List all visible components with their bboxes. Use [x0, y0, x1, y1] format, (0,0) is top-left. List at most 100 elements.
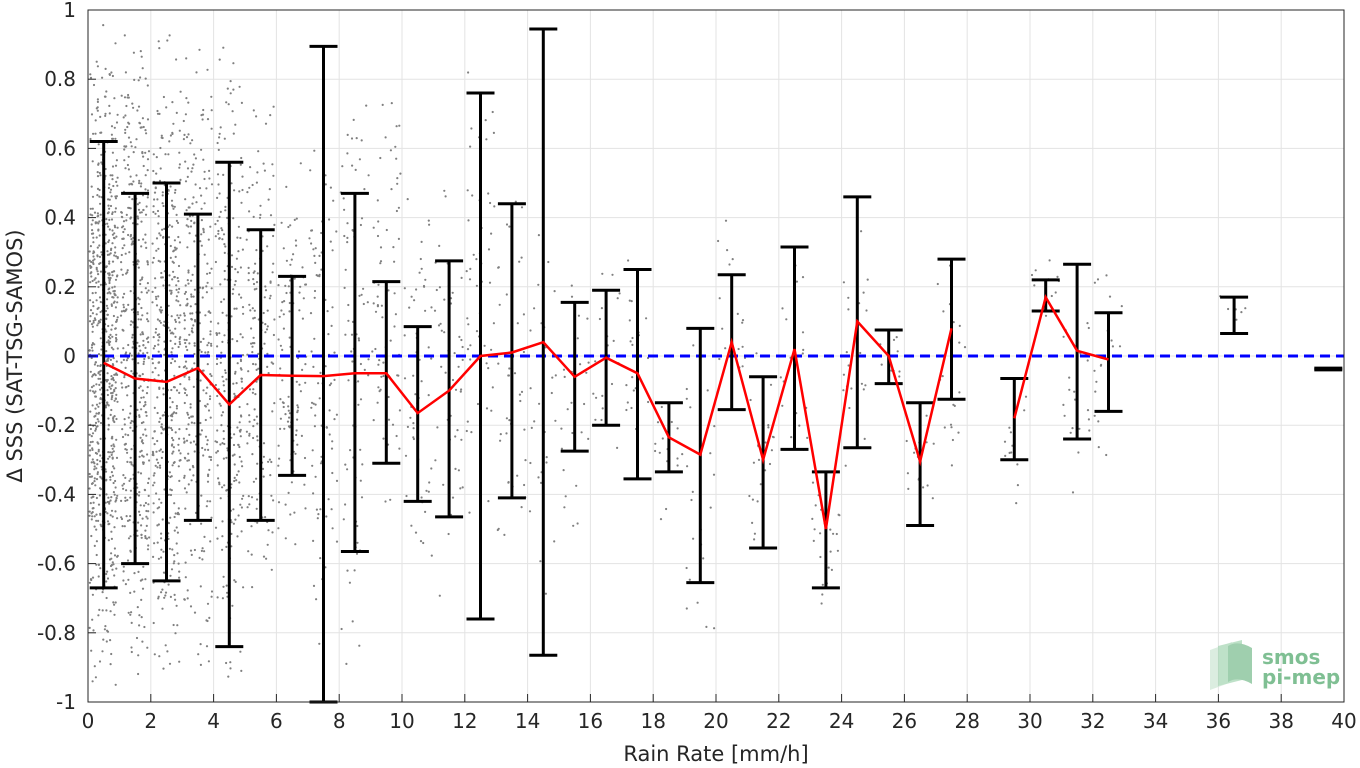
scatter-point — [158, 47, 161, 50]
scatter-point — [178, 365, 181, 368]
scatter-point — [152, 454, 155, 457]
scatter-point — [847, 364, 850, 367]
scatter-point — [131, 336, 134, 339]
scatter-point — [162, 667, 165, 670]
scatter-point — [91, 482, 94, 485]
scatter-point — [92, 83, 96, 87]
scatter-point — [184, 180, 188, 183]
scatter-point — [396, 177, 399, 180]
scatter-point — [218, 136, 221, 139]
scatter-point — [137, 266, 140, 269]
scatter-point — [192, 295, 195, 298]
scatter-point — [497, 527, 500, 530]
scatter-point — [257, 367, 260, 370]
scatter-point — [167, 493, 170, 496]
scatter-point — [221, 442, 224, 445]
scatter-point — [685, 607, 688, 610]
scatter-point — [234, 280, 237, 283]
scatter-point — [127, 384, 130, 388]
scatter-point — [204, 418, 207, 422]
scatter-point — [241, 354, 245, 357]
scatter-point — [170, 289, 173, 292]
scatter-point — [378, 359, 381, 362]
scatter-point — [199, 421, 202, 425]
scatter-point — [289, 224, 292, 227]
scatter-point — [318, 254, 321, 257]
scatter-point — [145, 205, 148, 208]
scatter-point — [116, 274, 119, 277]
scatter-point — [161, 191, 164, 194]
scatter-point — [145, 414, 148, 417]
scatter-point — [379, 246, 383, 249]
scatter-point — [811, 517, 814, 521]
scatter-point — [111, 377, 114, 380]
scatter-point — [226, 216, 229, 219]
scatter-point — [116, 176, 119, 179]
scatter-point — [106, 403, 109, 406]
scatter-point — [124, 496, 127, 499]
scatter-point — [108, 183, 111, 186]
scatter-point — [99, 397, 102, 400]
scatter-point — [151, 371, 154, 374]
scatter-point — [97, 273, 100, 276]
scatter-point — [114, 683, 117, 686]
scatter-point — [99, 131, 102, 134]
scatter-point — [147, 544, 150, 547]
scatter-point — [106, 512, 109, 515]
scatter-point — [391, 423, 395, 426]
scatter-point — [178, 337, 181, 340]
scatter-point — [292, 253, 295, 256]
scatter-point — [140, 182, 143, 185]
scatter-point — [427, 490, 430, 493]
scatter-point — [170, 388, 173, 392]
scatter-point — [97, 353, 101, 356]
scatter-point — [124, 71, 127, 74]
scatter-point — [115, 121, 119, 124]
scatter-point — [127, 168, 130, 171]
scatter-point — [126, 519, 130, 523]
scatter-point — [412, 436, 415, 439]
scatter-point — [126, 125, 129, 129]
scatter-point — [91, 458, 94, 461]
scatter-point — [92, 629, 95, 632]
scatter-point — [216, 429, 219, 432]
scatter-point — [155, 304, 159, 307]
scatter-point — [95, 540, 98, 543]
scatter-point — [262, 311, 265, 315]
scatter-point — [248, 414, 251, 417]
scatter-point — [205, 392, 208, 395]
scatter-point — [366, 301, 369, 304]
scatter-point — [265, 557, 268, 560]
scatter-point — [107, 288, 110, 291]
scatter-point — [1118, 345, 1122, 348]
scatter-point — [173, 246, 177, 249]
scatter-point — [1024, 395, 1028, 398]
scatter-point — [523, 483, 526, 487]
scatter-point — [95, 299, 98, 302]
scatter-point — [330, 508, 333, 511]
scatter-point — [113, 388, 116, 391]
scatter-point — [360, 217, 364, 220]
scatter-point — [142, 125, 145, 129]
scatter-point — [355, 137, 358, 140]
scatter-point — [439, 322, 442, 325]
scatter-point — [145, 515, 148, 518]
scatter-point — [99, 364, 102, 368]
scatter-point — [298, 383, 301, 386]
scatter-point — [384, 136, 387, 139]
scatter-point — [94, 361, 97, 364]
scatter-point — [172, 270, 175, 273]
scatter-point — [203, 177, 206, 181]
scatter-point — [143, 488, 146, 491]
scatter-point — [801, 352, 804, 355]
scatter-point — [114, 278, 118, 281]
scatter-point — [105, 304, 108, 307]
scatter-point — [99, 115, 102, 118]
scatter-point — [313, 149, 316, 152]
scatter-point — [193, 342, 196, 345]
scatter-point — [600, 307, 604, 310]
scatter-point — [221, 411, 225, 414]
scatter-point — [282, 405, 285, 409]
scatter-point — [183, 474, 186, 477]
scatter-point — [248, 303, 251, 306]
